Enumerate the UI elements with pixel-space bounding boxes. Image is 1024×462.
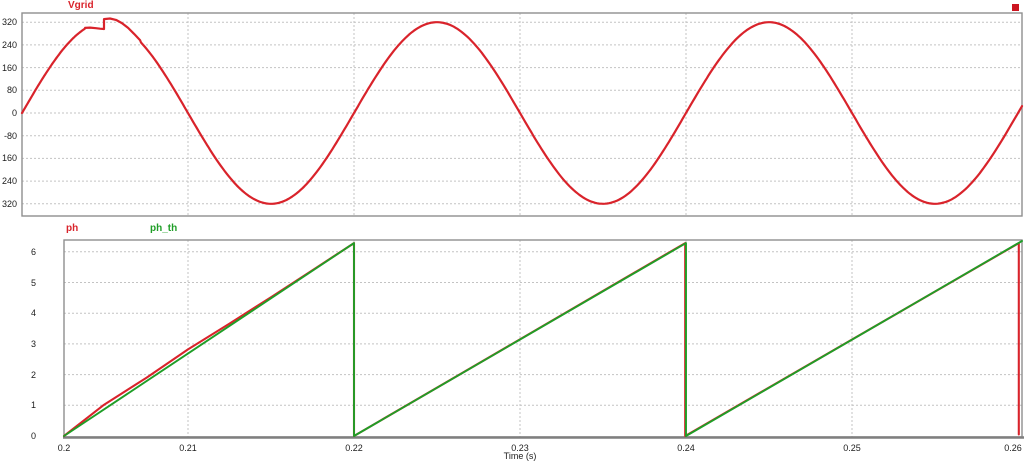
phase-y-tick-label: 1: [30, 400, 36, 411]
vgrid-y-tick-label: 160: [1, 153, 17, 164]
vgrid-y-tick-label: 240: [1, 39, 17, 50]
time-tick-label: 0.22: [345, 443, 363, 453]
recording-indicator-icon: [1012, 4, 1019, 11]
phase-y-tick-label: 0: [30, 431, 36, 441]
time-axis-title: Time (s): [503, 451, 537, 461]
vgrid-y-tick-label: -80: [3, 130, 17, 141]
time-tick-label: 0.2: [57, 443, 71, 453]
vgrid-y-tick-label: 80: [6, 85, 17, 96]
phase-y-tick-label: 3: [30, 338, 36, 349]
time-tick-label: 0.24: [677, 443, 695, 453]
phase-y-tick-label: 2: [30, 369, 36, 380]
time-tick-label: 0.23: [511, 443, 529, 453]
phase-y-tick-label: 4: [30, 308, 36, 319]
time-tick-label: 0.26: [1004, 443, 1022, 453]
vgrid-y-tick-label: 320: [1, 17, 17, 28]
vgrid-y-tick-label: 160: [1, 62, 17, 73]
ph-th-legend-label: ph_th: [150, 223, 178, 234]
phase-y-tick-label: 5: [30, 277, 36, 288]
vgrid-y-tick-label: 0: [11, 108, 17, 118]
ph-legend-label: ph: [66, 223, 79, 234]
vgrid-legend-label: Vgrid: [68, 0, 94, 11]
vgrid-y-tick-label: 320: [1, 198, 17, 209]
time-tick-label: 0.21: [179, 443, 197, 453]
vgrid-y-tick-label: 240: [1, 176, 17, 187]
phase-y-tick-label: 6: [30, 246, 36, 257]
time-tick-label: 0.25: [843, 443, 861, 453]
